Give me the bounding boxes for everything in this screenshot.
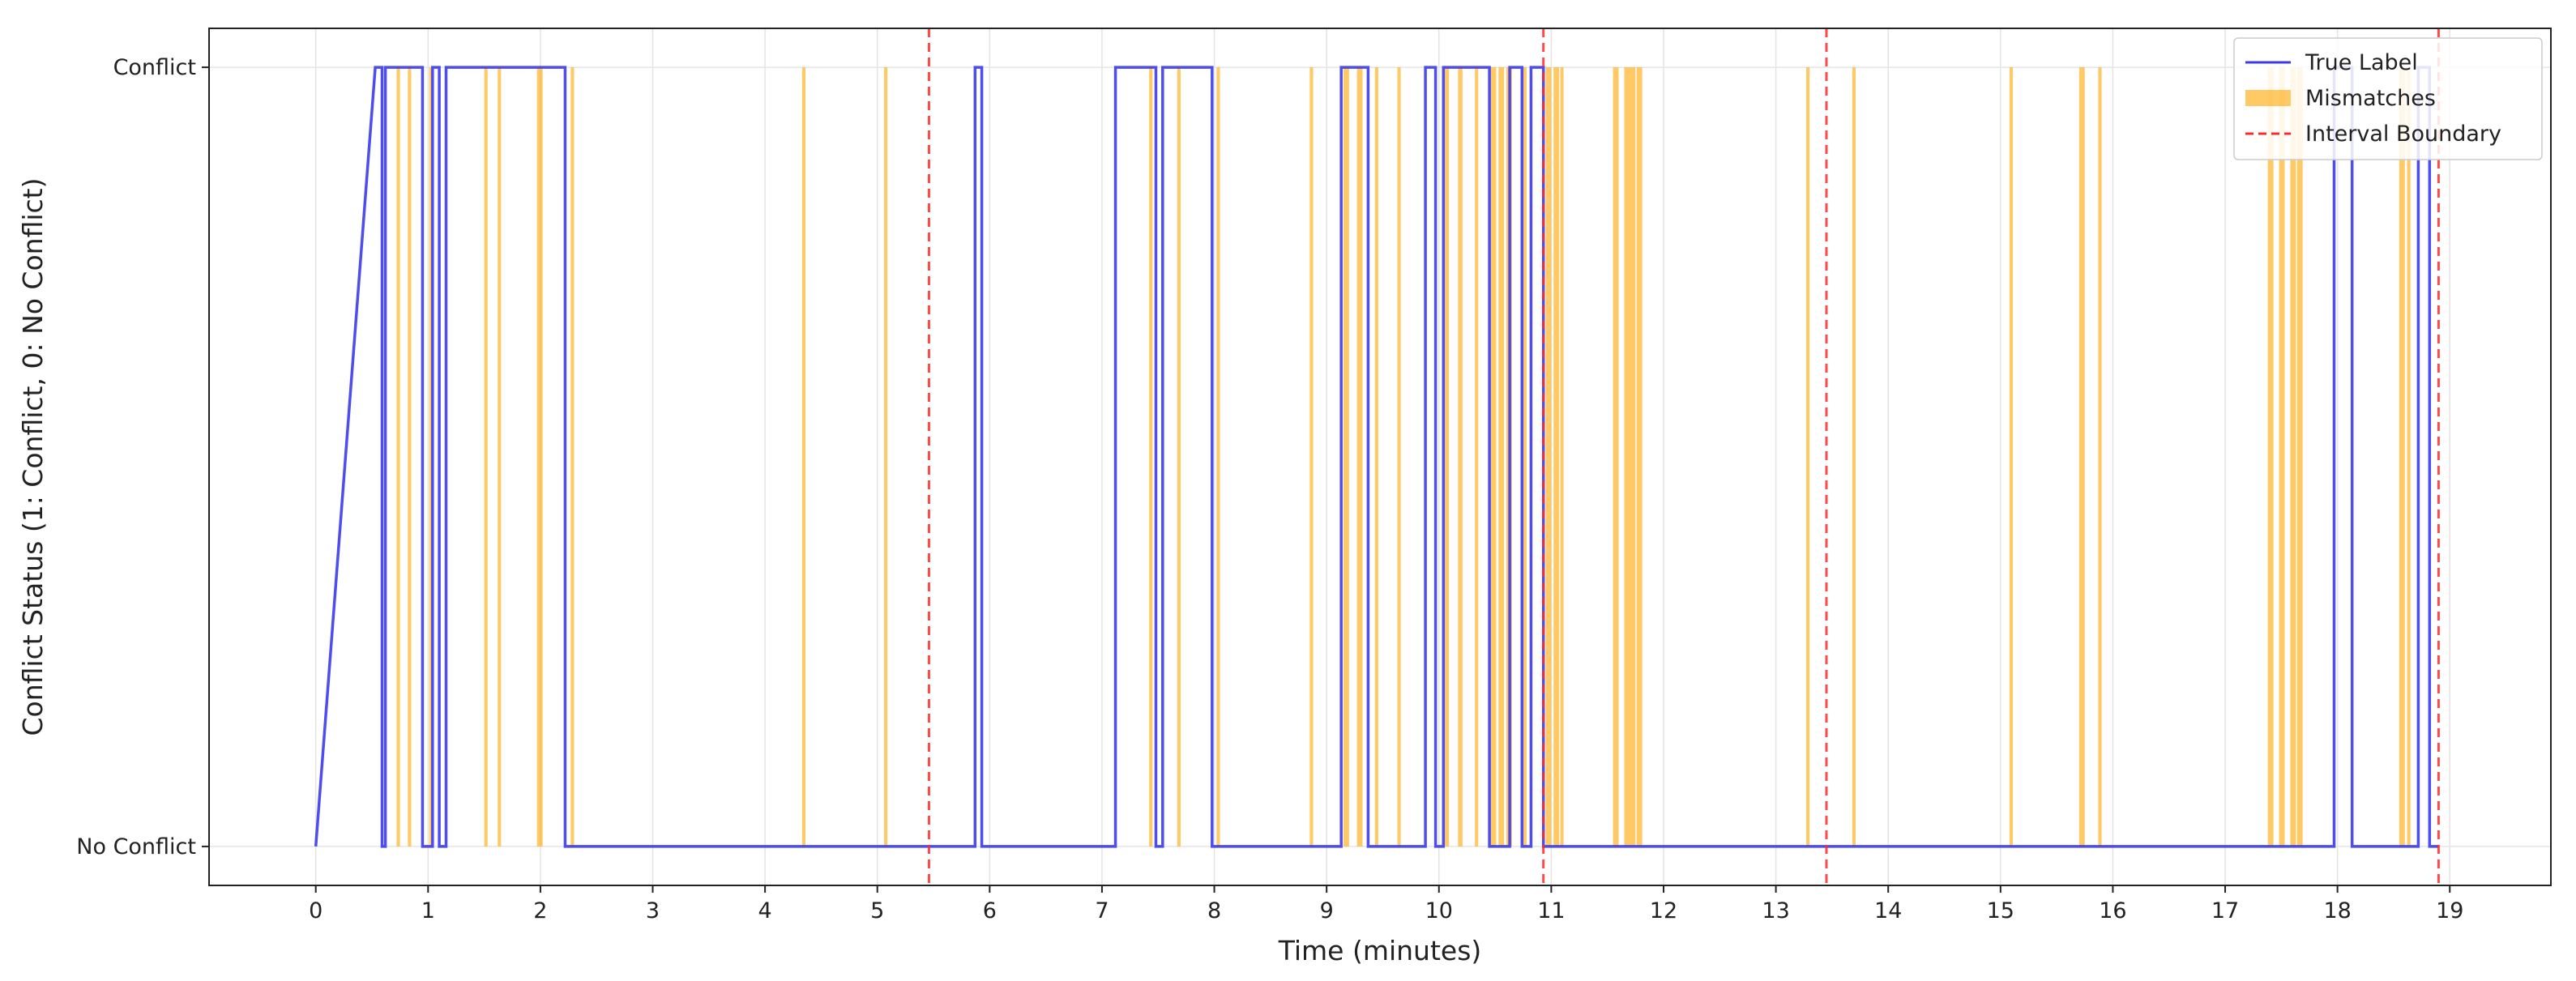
x-tick-label: 6	[983, 898, 997, 923]
mismatch-bar	[1523, 67, 1527, 847]
mismatch-bar	[1498, 67, 1505, 847]
x-tick-label: 4	[758, 898, 772, 923]
mismatch-bar	[2296, 67, 2303, 847]
legend-box	[2233, 37, 2543, 160]
x-tick-label: 18	[2323, 898, 2351, 923]
x-tick-label: 8	[1207, 898, 1221, 923]
y-tick-label: No Conflict	[76, 834, 196, 859]
mismatch-bar	[801, 67, 806, 847]
mismatch-bar	[1490, 67, 1497, 847]
mismatch-bar	[884, 67, 888, 847]
x-tick-label: 3	[646, 898, 660, 923]
x-tick-label: 7	[1095, 898, 1109, 923]
mismatch-bar	[1397, 67, 1401, 847]
mismatch-bar	[2267, 67, 2274, 847]
x-tick-label: 19	[2436, 898, 2463, 923]
mismatch-bar	[1624, 67, 1630, 847]
x-tick-label: 2	[533, 898, 547, 923]
mismatch-bar	[1356, 67, 1363, 847]
mismatch-bar	[429, 67, 432, 847]
x-tick-label: 16	[2099, 898, 2126, 923]
x-axis-ticks: 0 1 2 3 4 5 6 7 8 9 10 11 12 13 14 15 16 17 18 19	[309, 885, 2463, 923]
x-tick-label: 5	[870, 898, 884, 923]
plot-frame	[208, 28, 2552, 886]
mismatch-bar	[1216, 67, 1220, 847]
y-axis-label: Conflict Status (1: Conflict, 0: No Conf…	[17, 178, 49, 736]
mismatch-bar	[484, 67, 488, 847]
x-axis-label: Time (minutes)	[1278, 935, 1482, 966]
legend-interval-boundary-text: Interval Boundary	[2305, 122, 2501, 147]
mismatch-bars	[396, 67, 2411, 847]
mismatch-bar	[2407, 67, 2411, 847]
mismatch-bar	[1309, 67, 1314, 847]
mismatch-bar	[408, 67, 412, 847]
x-tick-label: 15	[1987, 898, 2014, 923]
x-tick-label: 1	[421, 898, 435, 923]
mismatch-bar	[1553, 67, 1560, 847]
x-tick-label: 9	[1320, 898, 1334, 923]
mismatch-bar	[396, 67, 400, 847]
legend-true-label-text: True Label	[2305, 50, 2418, 75]
x-tick-label: 11	[1537, 898, 1565, 923]
mismatch-bar	[1806, 67, 1810, 847]
mismatch-bar	[1560, 67, 1564, 847]
mismatch-bar	[2098, 67, 2102, 847]
mismatch-bar	[2009, 67, 2014, 847]
mismatch-bar	[1475, 67, 1479, 847]
mismatch-bar	[498, 67, 502, 847]
mismatch-bar	[1636, 67, 1643, 847]
mismatch-bar	[1630, 67, 1636, 847]
interval-boundaries	[927, 28, 2440, 885]
mismatch-bar	[1343, 67, 1349, 847]
mismatch-bar	[570, 67, 575, 847]
mismatch-bar	[1149, 67, 1153, 847]
mismatch-bar	[2279, 67, 2285, 847]
legend: True Label Mismatches Interval Boundary	[2233, 37, 2543, 160]
x-tick-label: 17	[2211, 898, 2239, 923]
x-tick-label: 10	[1425, 898, 1453, 923]
x-tick-label: 13	[1762, 898, 1789, 923]
mismatch-bar	[1374, 67, 1378, 847]
x-tick-label: 0	[309, 898, 323, 923]
mismatch-bar	[1444, 67, 1450, 847]
mismatch-bar	[536, 67, 543, 847]
y-axis-ticks: No Conflict Conflict	[76, 55, 209, 859]
mismatch-bar	[2078, 67, 2085, 847]
legend-mismatches-swatch	[2245, 90, 2291, 106]
mismatch-bar	[1852, 67, 1856, 847]
y-tick-label: Conflict	[113, 55, 196, 80]
mismatch-bar	[2399, 67, 2405, 847]
mismatch-bar	[1545, 67, 1552, 847]
mismatch-bar	[1177, 67, 1181, 847]
x-tick-label: 14	[1874, 898, 1902, 923]
x-tick-label: 12	[1650, 898, 1677, 923]
mismatch-bar	[2290, 67, 2296, 847]
mismatch-bar	[1613, 67, 1619, 847]
mismatch-bar	[1458, 67, 1463, 847]
legend-mismatches-text: Mismatches	[2305, 86, 2436, 111]
